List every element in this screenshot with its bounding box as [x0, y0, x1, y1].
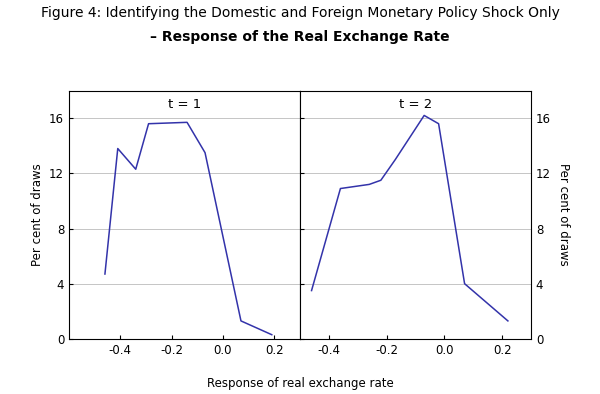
Y-axis label: Per cent of draws: Per cent of draws: [31, 164, 44, 266]
Text: – Response of the Real Exchange Rate: – Response of the Real Exchange Rate: [150, 30, 450, 44]
Y-axis label: Per cent of draws: Per cent of draws: [557, 164, 571, 266]
Text: t = 2: t = 2: [399, 98, 432, 111]
Text: Response of real exchange rate: Response of real exchange rate: [206, 377, 394, 390]
Text: t = 1: t = 1: [168, 98, 201, 111]
Text: Figure 4: Identifying the Domestic and Foreign Monetary Policy Shock Only: Figure 4: Identifying the Domestic and F…: [41, 6, 559, 20]
